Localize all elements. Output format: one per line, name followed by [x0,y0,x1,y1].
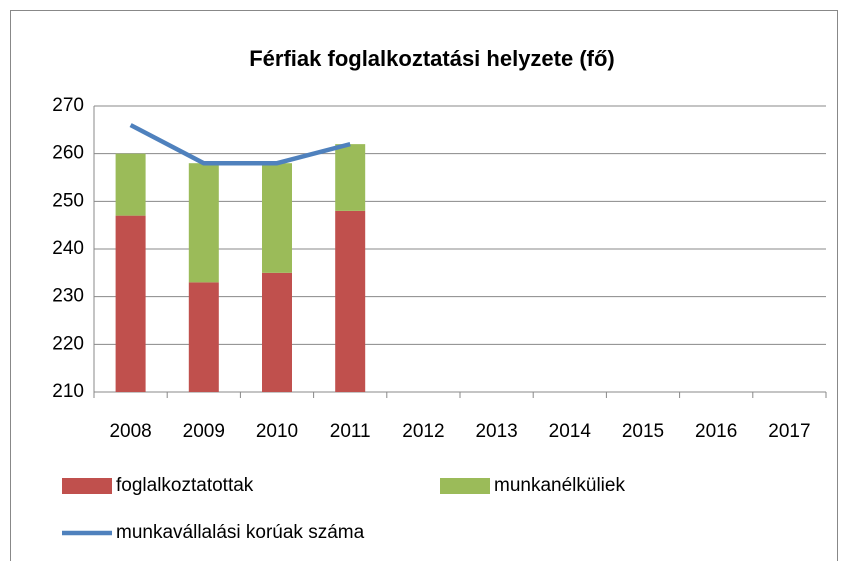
y-tick-label: 210 [52,381,84,402]
legend-swatch [440,478,490,494]
x-tick-label: 2008 [109,421,151,442]
bar-segment [188,163,219,283]
x-tick-label: 2014 [549,421,592,442]
bar-segment [262,163,292,273]
y-tick-label: 230 [52,286,84,307]
y-tick-label: 240 [52,238,84,259]
bar-segment [115,215,146,392]
x-tick-label: 2011 [330,421,371,442]
x-tick-label: 2012 [402,421,444,442]
legend-label: munkanélküliek [494,475,625,496]
y-tick-label: 270 [52,95,84,116]
x-tick-label: 2013 [475,421,517,442]
chart-frame [10,10,838,561]
x-tick-label: 2015 [622,421,664,442]
chart-title: Férfiak foglalkoztatási helyzete (fő) [249,46,615,71]
y-tick-label: 250 [52,190,84,211]
legend-label: munkavállalási korúak száma [116,522,365,543]
line [129,123,351,166]
legend-label: foglalkoztatottak [116,475,254,496]
bar-segment [188,282,219,392]
x-tick-label: 2010 [256,421,298,442]
bar-segment [335,144,366,211]
bar-segment [115,153,146,216]
y-tick-label: 220 [52,333,84,354]
bar-segment [335,210,366,392]
x-tick-label: 2017 [768,421,810,442]
legend-swatch [62,478,112,494]
y-tick-label: 260 [52,143,84,164]
x-tick-label: 2016 [695,421,737,442]
x-tick-label: 2009 [183,421,225,442]
bar-segment [262,272,292,392]
